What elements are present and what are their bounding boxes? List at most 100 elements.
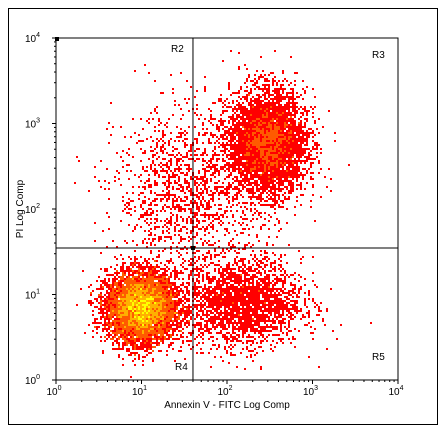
event-dot	[180, 164, 182, 166]
event-dot	[306, 160, 308, 162]
event-dot	[292, 292, 294, 294]
event-dot	[278, 264, 280, 266]
event-dot	[196, 292, 198, 294]
event-dot	[200, 178, 202, 180]
event-dot	[174, 268, 176, 270]
event-dot	[184, 260, 186, 262]
event-dot	[236, 262, 238, 264]
event-dot	[122, 272, 124, 274]
event-dot	[292, 168, 294, 170]
event-dot	[194, 180, 196, 182]
event-dot	[88, 300, 90, 302]
event-dot	[312, 146, 314, 148]
event-dot	[236, 312, 238, 314]
event-dot	[166, 300, 168, 302]
event-dot	[220, 292, 222, 294]
event-dot	[256, 152, 258, 154]
event-dot	[218, 240, 220, 242]
event-dot	[182, 290, 184, 292]
event-dot	[160, 148, 162, 150]
event-dot	[194, 176, 196, 178]
event-dot	[270, 120, 272, 122]
event-dot	[248, 158, 250, 160]
event-dot	[152, 304, 154, 306]
event-dot	[250, 204, 252, 206]
event-dot	[154, 234, 156, 236]
event-dot	[180, 236, 182, 238]
event-dot	[134, 210, 136, 212]
event-dot	[146, 214, 148, 216]
event-dot	[182, 248, 184, 250]
event-dot	[266, 174, 268, 176]
event-dot	[238, 282, 240, 284]
event-dot	[188, 158, 190, 160]
event-dot	[248, 306, 250, 308]
event-dot	[138, 280, 140, 282]
event-dot	[254, 112, 256, 114]
event-dot	[112, 126, 114, 128]
event-dot	[242, 188, 244, 190]
event-dot	[226, 188, 228, 190]
event-dot	[248, 148, 250, 150]
event-dot	[300, 126, 302, 128]
event-dot	[284, 304, 286, 306]
event-dot	[180, 154, 182, 156]
event-dot	[236, 196, 238, 198]
event-dot	[282, 166, 284, 168]
event-dot	[230, 312, 232, 314]
event-dot	[196, 242, 198, 244]
event-dot	[294, 310, 296, 312]
event-dot	[258, 166, 260, 168]
event-dot	[160, 220, 162, 222]
event-dot	[254, 162, 256, 164]
event-dot	[318, 306, 320, 308]
event-dot	[172, 292, 174, 294]
event-dot	[268, 90, 270, 92]
event-dot	[288, 118, 290, 120]
event-dot	[256, 124, 258, 126]
event-dot	[164, 302, 166, 304]
event-dot	[258, 308, 260, 310]
event-dot	[250, 142, 252, 144]
event-dot	[148, 174, 150, 176]
event-dot	[256, 154, 258, 156]
event-dot	[206, 266, 208, 268]
event-dot	[278, 174, 280, 176]
event-dot	[274, 186, 276, 188]
event-dot	[166, 230, 168, 232]
event-dot	[172, 174, 174, 176]
event-dot	[198, 258, 200, 260]
event-dot	[230, 248, 232, 250]
event-dot	[214, 218, 216, 220]
event-dot	[174, 310, 176, 312]
event-dot	[242, 306, 244, 308]
event-dot	[182, 160, 184, 162]
event-dot	[286, 140, 288, 142]
event-dot	[140, 284, 142, 286]
event-dot	[174, 140, 176, 142]
event-dot	[204, 174, 206, 176]
event-dot	[156, 142, 158, 144]
event-dot	[218, 172, 220, 174]
event-dot	[160, 278, 162, 280]
event-dot	[128, 270, 130, 272]
event-dot	[272, 104, 274, 106]
event-dot	[254, 160, 256, 162]
event-dot	[142, 286, 144, 288]
event-dot	[254, 84, 256, 86]
event-dot	[162, 168, 164, 170]
event-dot	[266, 80, 268, 82]
event-dot	[146, 294, 148, 296]
event-dot	[296, 140, 298, 142]
event-dot	[294, 302, 296, 304]
event-dot	[154, 222, 156, 224]
event-dot	[158, 156, 160, 158]
event-dot	[230, 172, 232, 174]
event-dot	[190, 194, 192, 196]
event-dot	[196, 260, 198, 262]
event-dot	[286, 296, 288, 298]
event-dot	[186, 164, 188, 166]
event-dot	[226, 266, 228, 268]
event-dot	[290, 82, 292, 84]
event-dot	[284, 196, 286, 198]
